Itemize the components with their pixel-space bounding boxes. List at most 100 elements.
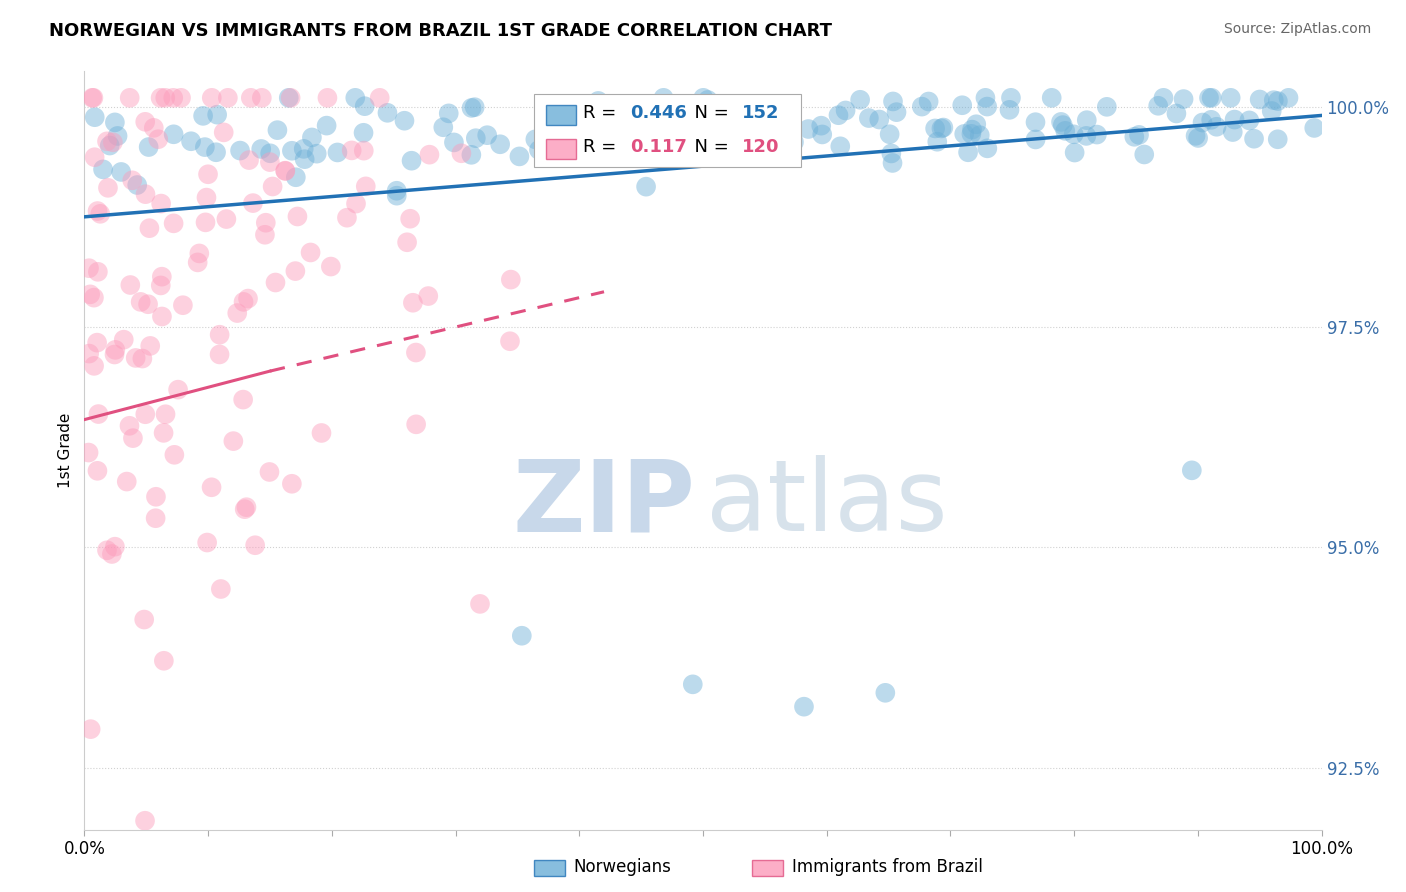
Point (281, 476, 304, 491)
Point (508, 149, 530, 163)
Point (965, 117, 987, 131)
Point (588, 94, 610, 108)
Text: N =: N = (683, 104, 735, 122)
Point (641, 138, 664, 153)
Point (464, 131, 486, 145)
Point (292, 142, 315, 156)
Point (232, 294, 254, 309)
Point (149, 278, 172, 293)
Point (344, 91, 367, 105)
Point (305, 146, 328, 161)
Point (89, 207, 111, 221)
Point (250, 91, 273, 105)
Point (460, 148, 482, 162)
Point (394, 113, 416, 128)
Point (83, 359, 105, 373)
Point (294, 152, 316, 166)
Point (686, 115, 709, 129)
Point (524, 132, 547, 146)
Point (1123, 129, 1146, 144)
Point (510, 629, 533, 643)
Point (232, 392, 254, 407)
Point (163, 128, 186, 142)
Point (696, 93, 718, 107)
Point (82, 91, 104, 105)
Point (711, 145, 734, 159)
Point (264, 276, 287, 290)
Point (274, 163, 297, 178)
Point (194, 140, 217, 154)
Point (917, 95, 939, 109)
Point (195, 535, 218, 549)
Point (101, 136, 124, 150)
Point (1076, 128, 1098, 143)
Point (209, 582, 232, 596)
Point (134, 407, 156, 421)
Point (97, 181, 120, 195)
Point (1263, 93, 1285, 107)
Point (299, 245, 322, 260)
Text: R =: R = (583, 138, 623, 156)
Point (79, 287, 101, 301)
Point (287, 210, 309, 224)
Point (957, 145, 980, 160)
Point (239, 91, 262, 105)
Point (477, 128, 499, 143)
Point (931, 121, 953, 136)
Point (1133, 147, 1156, 161)
Point (205, 145, 228, 160)
Point (217, 91, 239, 105)
Point (1205, 120, 1227, 134)
Point (235, 500, 257, 515)
Point (709, 121, 731, 136)
Text: 120: 120 (742, 138, 780, 156)
Point (1303, 120, 1326, 135)
Point (464, 100, 486, 114)
Text: Immigrants from Brazil: Immigrants from Brazil (792, 858, 983, 876)
Point (212, 125, 235, 139)
Point (724, 126, 747, 140)
Point (797, 122, 820, 136)
Point (652, 91, 675, 105)
Point (1223, 112, 1246, 127)
Point (775, 124, 797, 138)
Point (1267, 132, 1289, 146)
Point (121, 173, 143, 187)
Point (243, 538, 266, 552)
Point (731, 147, 754, 161)
Point (810, 119, 832, 133)
Point (353, 144, 375, 158)
Point (208, 347, 231, 361)
Point (155, 91, 177, 105)
Point (974, 91, 997, 105)
Point (315, 119, 337, 133)
Point (197, 167, 219, 181)
Point (405, 345, 427, 359)
Point (83, 150, 105, 164)
Point (1024, 115, 1046, 129)
Point (115, 475, 138, 489)
Point (998, 103, 1021, 117)
Point (107, 128, 129, 143)
Point (1277, 91, 1299, 105)
Point (131, 351, 153, 366)
Point (679, 136, 702, 151)
Point (527, 143, 550, 157)
Point (284, 264, 307, 278)
Point (1153, 91, 1175, 105)
Point (83, 291, 105, 305)
Point (98, 138, 121, 153)
Y-axis label: 1st Grade: 1st Grade (58, 413, 73, 488)
Point (636, 179, 658, 194)
Point (880, 146, 903, 161)
Point (277, 91, 299, 105)
Point (134, 115, 156, 129)
Point (1267, 94, 1289, 108)
Point (682, 677, 704, 691)
Point (882, 95, 904, 109)
Point (679, 135, 702, 149)
Point (238, 153, 260, 167)
Point (1187, 131, 1209, 145)
Point (776, 128, 799, 143)
Point (259, 146, 281, 161)
